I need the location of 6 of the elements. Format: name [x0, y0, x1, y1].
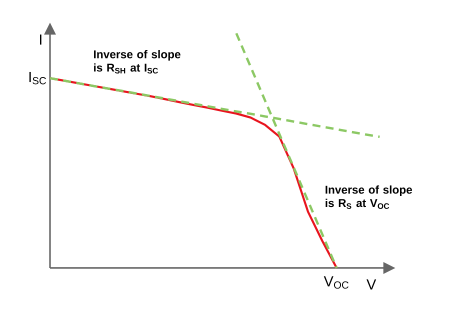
y-axis-title: I — [40, 34, 42, 45]
x-axis-title: V — [366, 279, 376, 290]
annotation: Inverse of slope is R$_{S}$ at V$_{OC}$ — [326, 185, 412, 209]
annotation: Inverse of slope is R$_{SH}$ at I$_{SC}$ — [94, 50, 180, 74]
text: V$_{OC}$ — [324, 276, 349, 289]
text: I$_{SC}$ — [29, 72, 46, 84]
